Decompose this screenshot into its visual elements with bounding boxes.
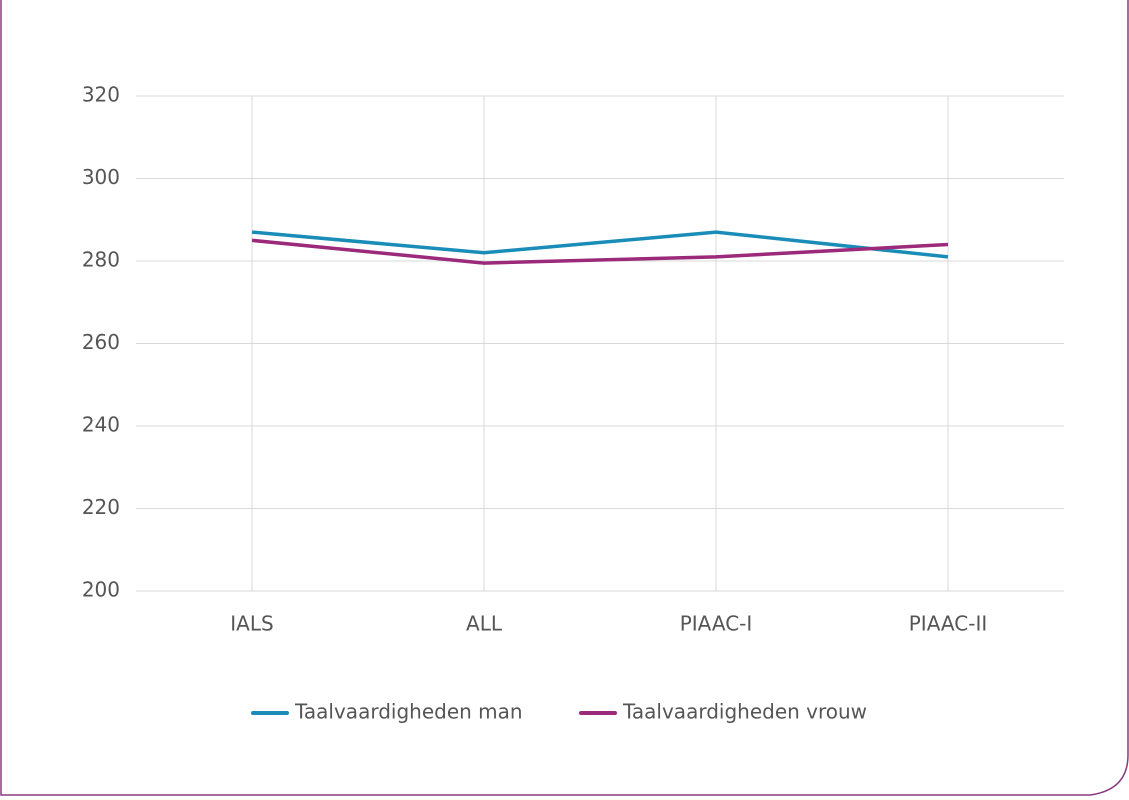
- x-tick-label: ALL: [466, 612, 503, 636]
- x-tick-label: PIAAC-I: [680, 612, 753, 636]
- y-tick-label: 260: [82, 330, 120, 354]
- y-tick-label: 240: [82, 413, 120, 437]
- line-series: [251, 238, 949, 265]
- y-tick-label: 280: [82, 248, 120, 272]
- x-tick-label: IALS: [230, 612, 273, 636]
- y-tick-label: 200: [82, 578, 120, 602]
- x-tick-label: PIAAC-II: [909, 612, 988, 636]
- y-tick-label: 220: [82, 495, 120, 519]
- legend-label: Taalvaardigheden vrouw: [622, 700, 867, 724]
- line-series: [251, 230, 949, 259]
- y-tick-label: 320: [82, 83, 120, 107]
- legend-label: Taalvaardigheden man: [294, 700, 523, 724]
- y-tick-label: 300: [82, 165, 120, 189]
